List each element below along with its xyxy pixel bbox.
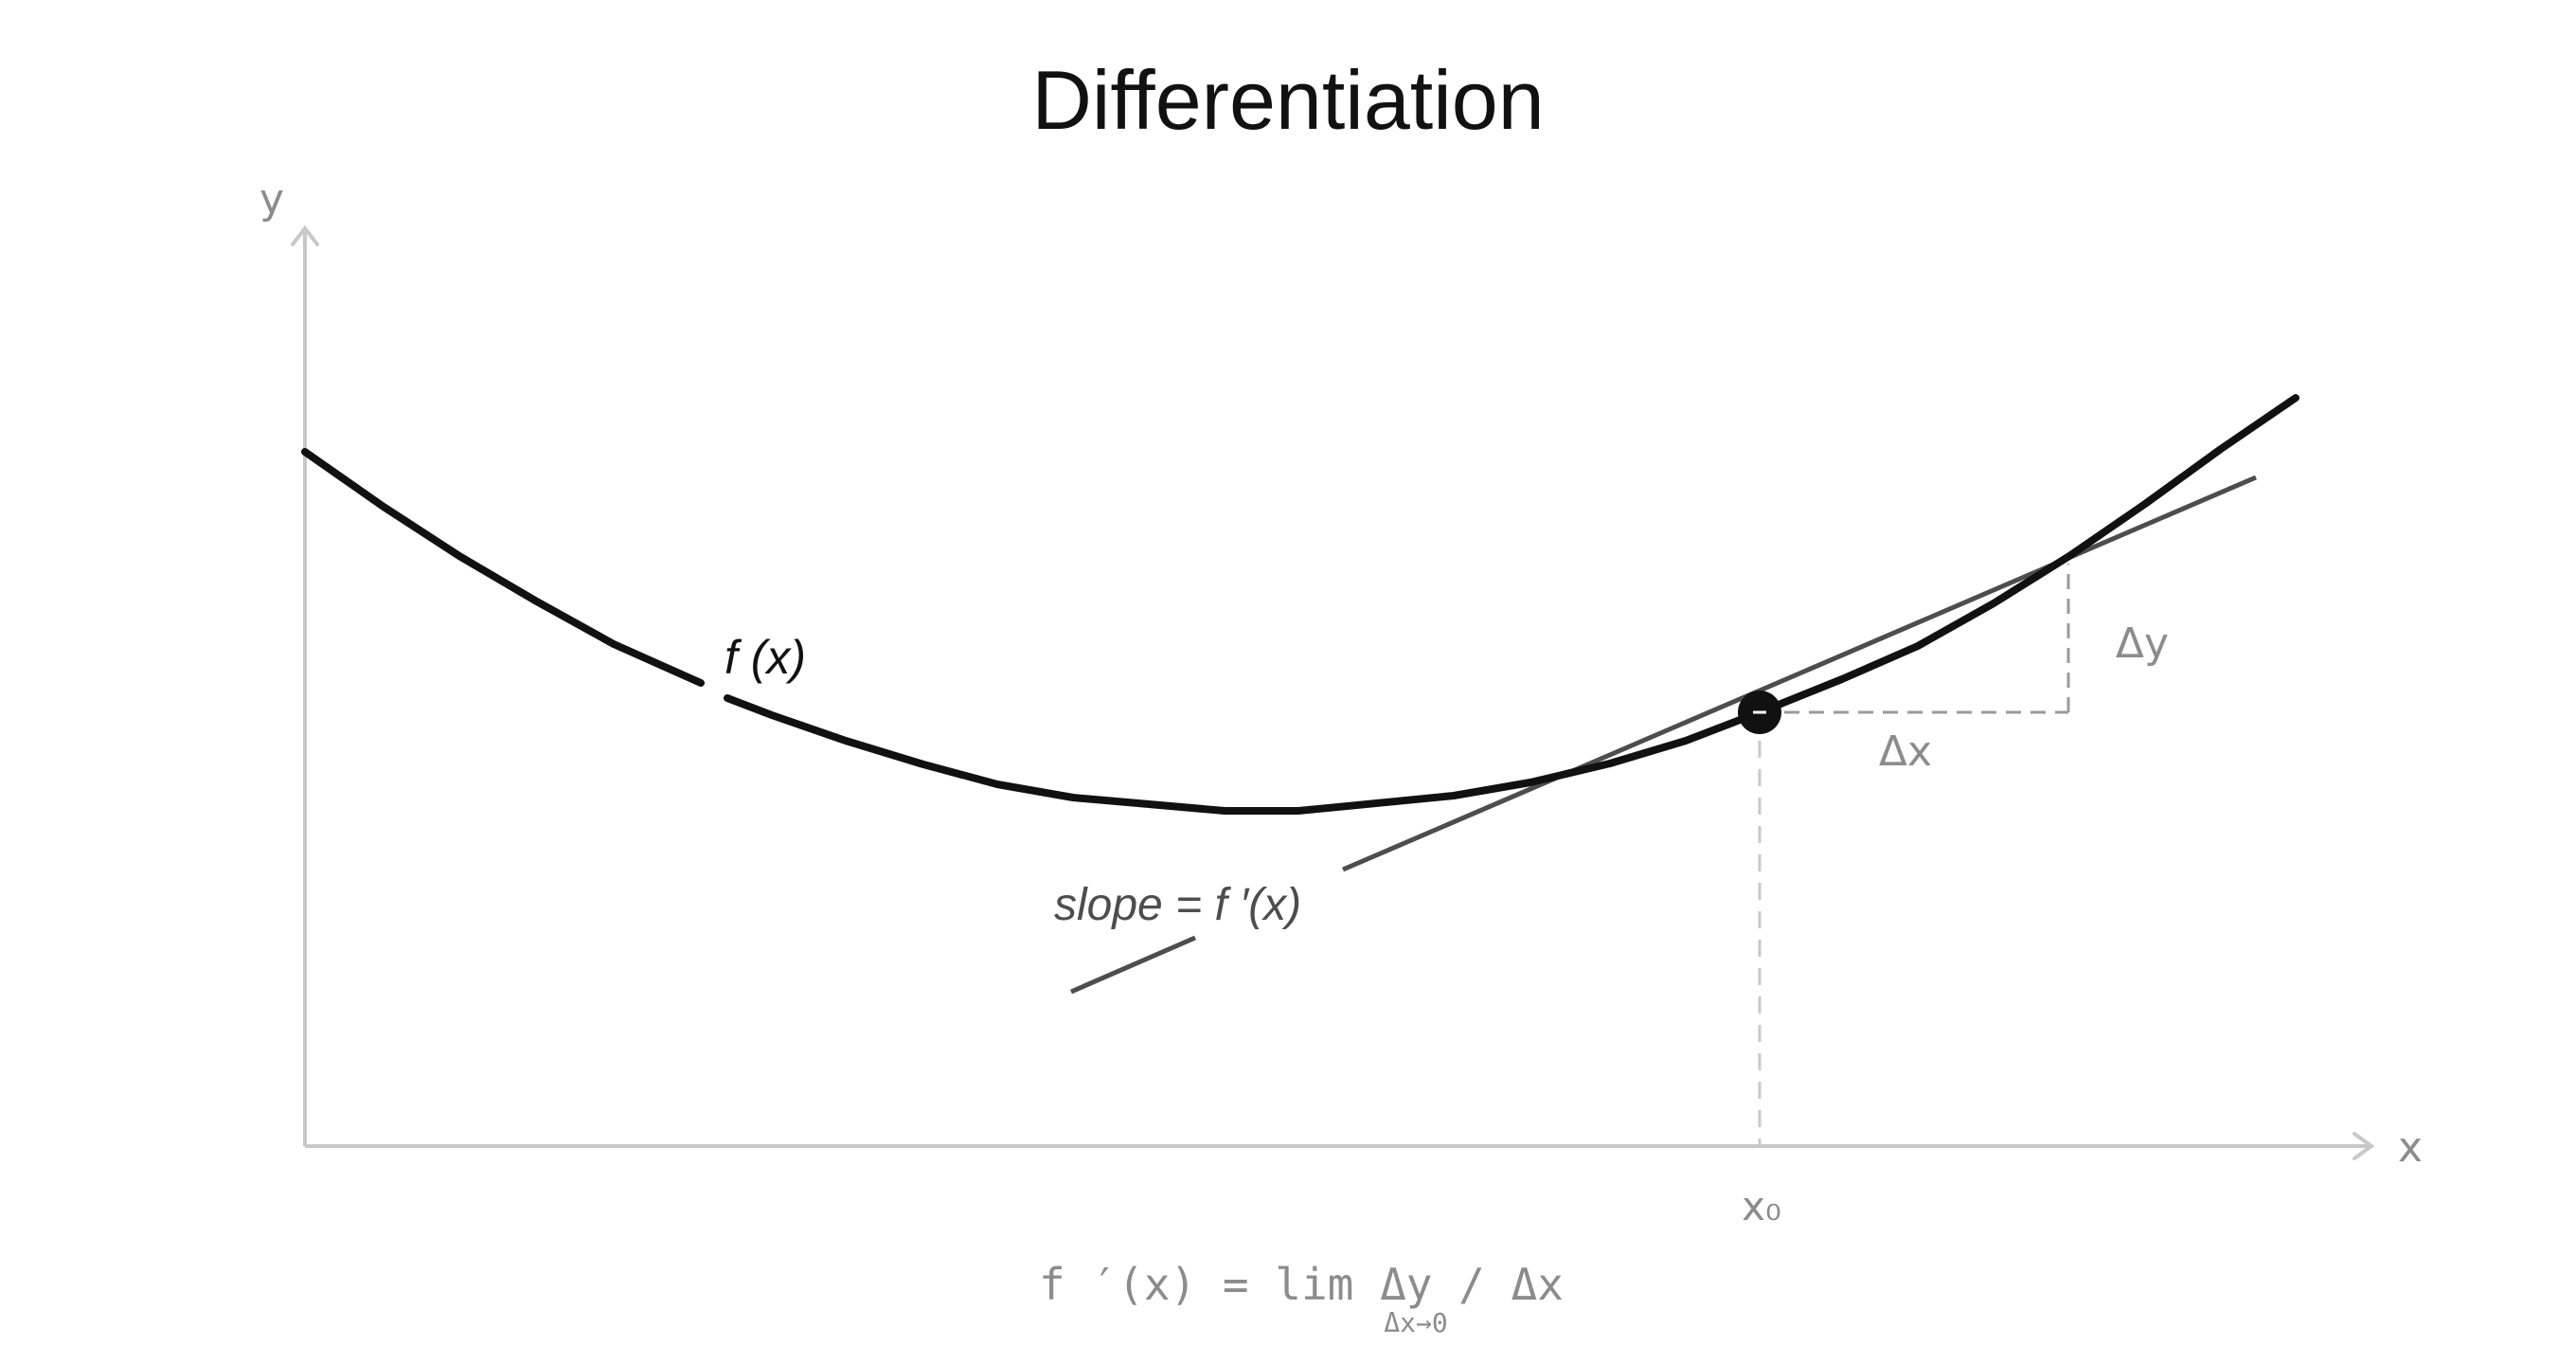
function-curve-right [724, 394, 2299, 815]
tangent-line-upper [1342, 475, 2257, 872]
y-axis-arrow [291, 224, 319, 246]
delta-x-label: Δx [1879, 727, 1932, 776]
x-axis-arrow [2352, 1132, 2375, 1160]
function-curve-left [301, 448, 705, 687]
slope-label: slope = f ′(x) [1054, 880, 1301, 930]
x0-tick-label: x₀ [1742, 1183, 1781, 1229]
tangent-line-lower [1070, 935, 1196, 995]
x-axis-label: x [2398, 1123, 2423, 1172]
delta-y-label: Δy [2116, 619, 2169, 668]
limit-subscript: Δx→0 [1384, 1307, 1447, 1338]
diagram-title: Differentiation [1031, 53, 1545, 147]
function-label: f (x) [724, 631, 806, 684]
derivative-formula: f ′(x) = lim Δy / Δx [1039, 1259, 1564, 1310]
y-axis-label: y [259, 175, 284, 224]
